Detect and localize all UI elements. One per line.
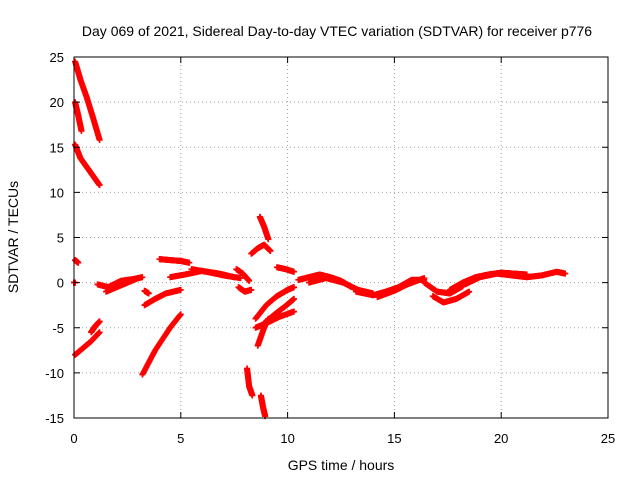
data-point — [96, 182, 103, 189]
series-arc18 — [248, 241, 274, 257]
grid — [74, 57, 608, 418]
x-tick-label: 15 — [387, 431, 401, 446]
data-point — [562, 270, 569, 277]
data-point — [177, 311, 184, 318]
data-point — [249, 392, 256, 399]
data-point — [265, 236, 272, 243]
x-axis-label: GPS time / hours — [288, 457, 395, 473]
y-axis-label: SDTVAR / TECUs — [5, 181, 21, 293]
series-arc16 — [233, 266, 253, 284]
x-tick-label: 5 — [177, 431, 184, 446]
data-point — [291, 268, 298, 275]
data-point — [177, 286, 184, 293]
series-arc25 — [252, 308, 298, 331]
y-tick-label: 0 — [57, 276, 64, 291]
series-arc1 — [72, 58, 103, 144]
data-point — [139, 274, 146, 281]
y-tick-label: 15 — [50, 140, 64, 155]
x-tick-label: 20 — [494, 431, 508, 446]
y-tick-label: -5 — [52, 321, 64, 336]
chart-title: Day 069 of 2021, Sidereal Day-to-day VTE… — [82, 23, 592, 39]
data-point — [237, 275, 244, 282]
data-point — [246, 277, 253, 284]
series-arc30 — [374, 275, 428, 301]
data-points — [71, 58, 569, 420]
series-arc4 — [72, 257, 82, 266]
data-point — [248, 286, 255, 293]
data-point — [96, 329, 103, 336]
series-arc20 — [244, 365, 256, 399]
series-arc23 — [252, 284, 298, 322]
data-point — [186, 259, 193, 266]
data-point — [78, 128, 85, 135]
y-tick-label: 10 — [50, 185, 64, 200]
series-arc15 — [188, 266, 244, 282]
data-point — [466, 288, 473, 295]
data-point — [145, 290, 152, 297]
series-arc34 — [461, 268, 569, 288]
data-point — [291, 295, 298, 302]
data-point — [96, 137, 103, 144]
series-arc13 — [156, 256, 193, 266]
data-point — [267, 248, 274, 255]
series-arc10 — [139, 311, 184, 378]
data-point — [75, 259, 82, 266]
y-tick-label: 20 — [50, 95, 64, 110]
data-point — [96, 318, 103, 325]
series-arc21 — [257, 392, 269, 420]
series-arc17 — [235, 284, 255, 295]
data-point — [135, 275, 142, 282]
data-point — [291, 284, 298, 291]
x-tick-label: 25 — [601, 431, 615, 446]
series-arc32 — [429, 288, 473, 306]
series-arc3 — [72, 141, 103, 189]
data-point — [291, 308, 298, 315]
y-tick-label: -10 — [45, 366, 64, 381]
series-arc9 — [103, 275, 142, 295]
x-tick-label: 0 — [70, 431, 77, 446]
series-arc7 — [88, 318, 103, 336]
axis-ticks: 0 5 10 15 20 25 -15 -10 -5 0 5 10 15 20 25 — [45, 50, 615, 446]
y-tick-label: 25 — [50, 50, 64, 65]
x-tick-label: 10 — [280, 431, 294, 446]
y-tick-label: 5 — [57, 231, 64, 246]
series-arc6 — [72, 329, 103, 358]
y-tick-label: -15 — [45, 411, 64, 426]
series-arc26 — [273, 264, 298, 275]
series-arc12 — [141, 287, 152, 297]
series-arc11 — [141, 286, 184, 309]
series-arc22 — [256, 213, 272, 243]
